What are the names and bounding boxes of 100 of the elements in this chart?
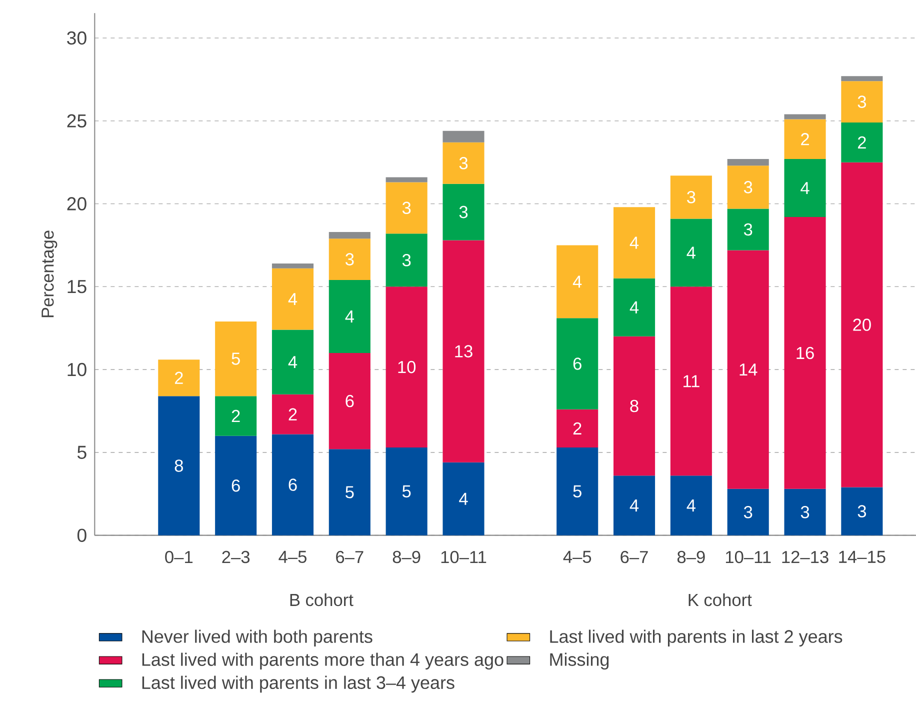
bar — [215, 436, 257, 536]
data-label: 11 — [684, 375, 700, 388]
x-tick-label: 4–5 — [278, 550, 306, 563]
bar — [784, 217, 826, 489]
bar — [841, 162, 883, 488]
data-label: 4 — [345, 310, 354, 322]
bar — [272, 263, 314, 268]
y-tick-label: 15 — [68, 280, 86, 294]
data-label: 3 — [744, 223, 752, 236]
bar — [328, 232, 370, 239]
text: B cohort — [290, 593, 354, 606]
bar — [556, 409, 598, 448]
x-tick-label: 10–11 — [441, 550, 486, 564]
bar — [272, 394, 314, 434]
bar — [272, 434, 314, 536]
bar — [158, 396, 200, 536]
bar — [670, 286, 712, 476]
x-tick-label: 12–13 — [782, 550, 828, 564]
data-label: 4 — [686, 500, 696, 512]
x-tick-label: 4–5 — [563, 550, 592, 563]
bar — [727, 250, 769, 489]
data-label: 6 — [288, 478, 297, 491]
y-tick-label: 10 — [68, 362, 86, 376]
bar — [784, 119, 826, 160]
x-tick-label: 6–7 — [336, 550, 364, 564]
data-label: 4 — [459, 492, 468, 505]
data-label: 2 — [288, 408, 297, 420]
bar — [727, 208, 769, 250]
bar — [328, 280, 370, 353]
data-label: 3 — [346, 253, 354, 266]
bar — [158, 360, 200, 396]
x-tick-label: 14–15 — [839, 550, 886, 563]
text: K cohort — [688, 593, 752, 606]
y-tick-label: 5 — [77, 446, 86, 459]
data-label: 6 — [573, 358, 582, 370]
y-tick-label: 0 — [77, 528, 86, 542]
bar — [670, 218, 712, 287]
data-label: 4 — [288, 293, 298, 306]
legend-label: Never lived with both parents — [142, 630, 372, 646]
data-label: 5 — [346, 486, 354, 498]
data-label: 5 — [573, 485, 582, 498]
data-label: 2 — [573, 422, 582, 434]
bar — [442, 240, 484, 462]
bar — [727, 488, 769, 536]
bar — [841, 81, 883, 123]
data-label: 3 — [402, 254, 411, 266]
bar — [613, 207, 656, 278]
bar — [841, 122, 883, 162]
legend-label: Last lived with parents in last 2 years — [550, 630, 842, 646]
bar — [727, 166, 769, 209]
bar — [272, 330, 314, 394]
bar — [442, 184, 484, 240]
data-label: 2 — [232, 410, 240, 422]
bar — [727, 159, 769, 166]
data-label: 14 — [740, 364, 758, 376]
bar — [215, 321, 257, 396]
data-label: 3 — [858, 96, 866, 108]
bar — [613, 476, 656, 536]
data-label: 6 — [346, 394, 354, 408]
data-label: 8 — [174, 460, 183, 472]
y-tick-label: 20 — [67, 197, 86, 210]
data-label: 3 — [459, 157, 468, 170]
bar — [272, 268, 314, 330]
legend-label: Last lived with parents in last 3–4 years — [142, 676, 454, 693]
bar — [556, 318, 598, 410]
legend-label: Missing — [550, 652, 609, 670]
data-label: 3 — [687, 191, 696, 204]
data-label: 4 — [572, 276, 582, 288]
bar — [442, 462, 484, 536]
data-label: 13 — [455, 345, 472, 358]
data-label: 3 — [858, 505, 866, 518]
y-axis-title: Percentage — [42, 230, 58, 318]
bar — [784, 159, 826, 218]
bar — [328, 449, 370, 536]
data-label: 5 — [402, 485, 411, 498]
data-label: 4 — [686, 246, 696, 259]
bar — [215, 396, 257, 436]
bar — [386, 286, 428, 448]
data-label: 3 — [800, 506, 810, 518]
bar — [670, 176, 712, 219]
data-label: 2 — [801, 133, 809, 146]
bar — [386, 177, 428, 182]
bar — [556, 447, 598, 536]
bar — [328, 352, 370, 450]
bar — [556, 245, 598, 318]
bar — [328, 238, 370, 280]
bar — [613, 278, 656, 336]
x-tick-label: 10–11 — [726, 550, 771, 564]
legend-label: Last lived with parents more than 4 years ago — [142, 652, 504, 670]
bar — [442, 142, 484, 184]
data-label: 4 — [288, 356, 298, 368]
x-tick-label: 8–9 — [392, 550, 420, 564]
data-label: 4 — [630, 236, 639, 249]
y-tick-label: 25 — [67, 114, 86, 128]
data-label: 4 — [630, 500, 639, 512]
data-label: 20 — [853, 318, 871, 331]
bar — [841, 487, 883, 536]
bar — [386, 234, 428, 287]
bar — [841, 76, 883, 82]
x-tick-label: 6–7 — [620, 550, 648, 564]
